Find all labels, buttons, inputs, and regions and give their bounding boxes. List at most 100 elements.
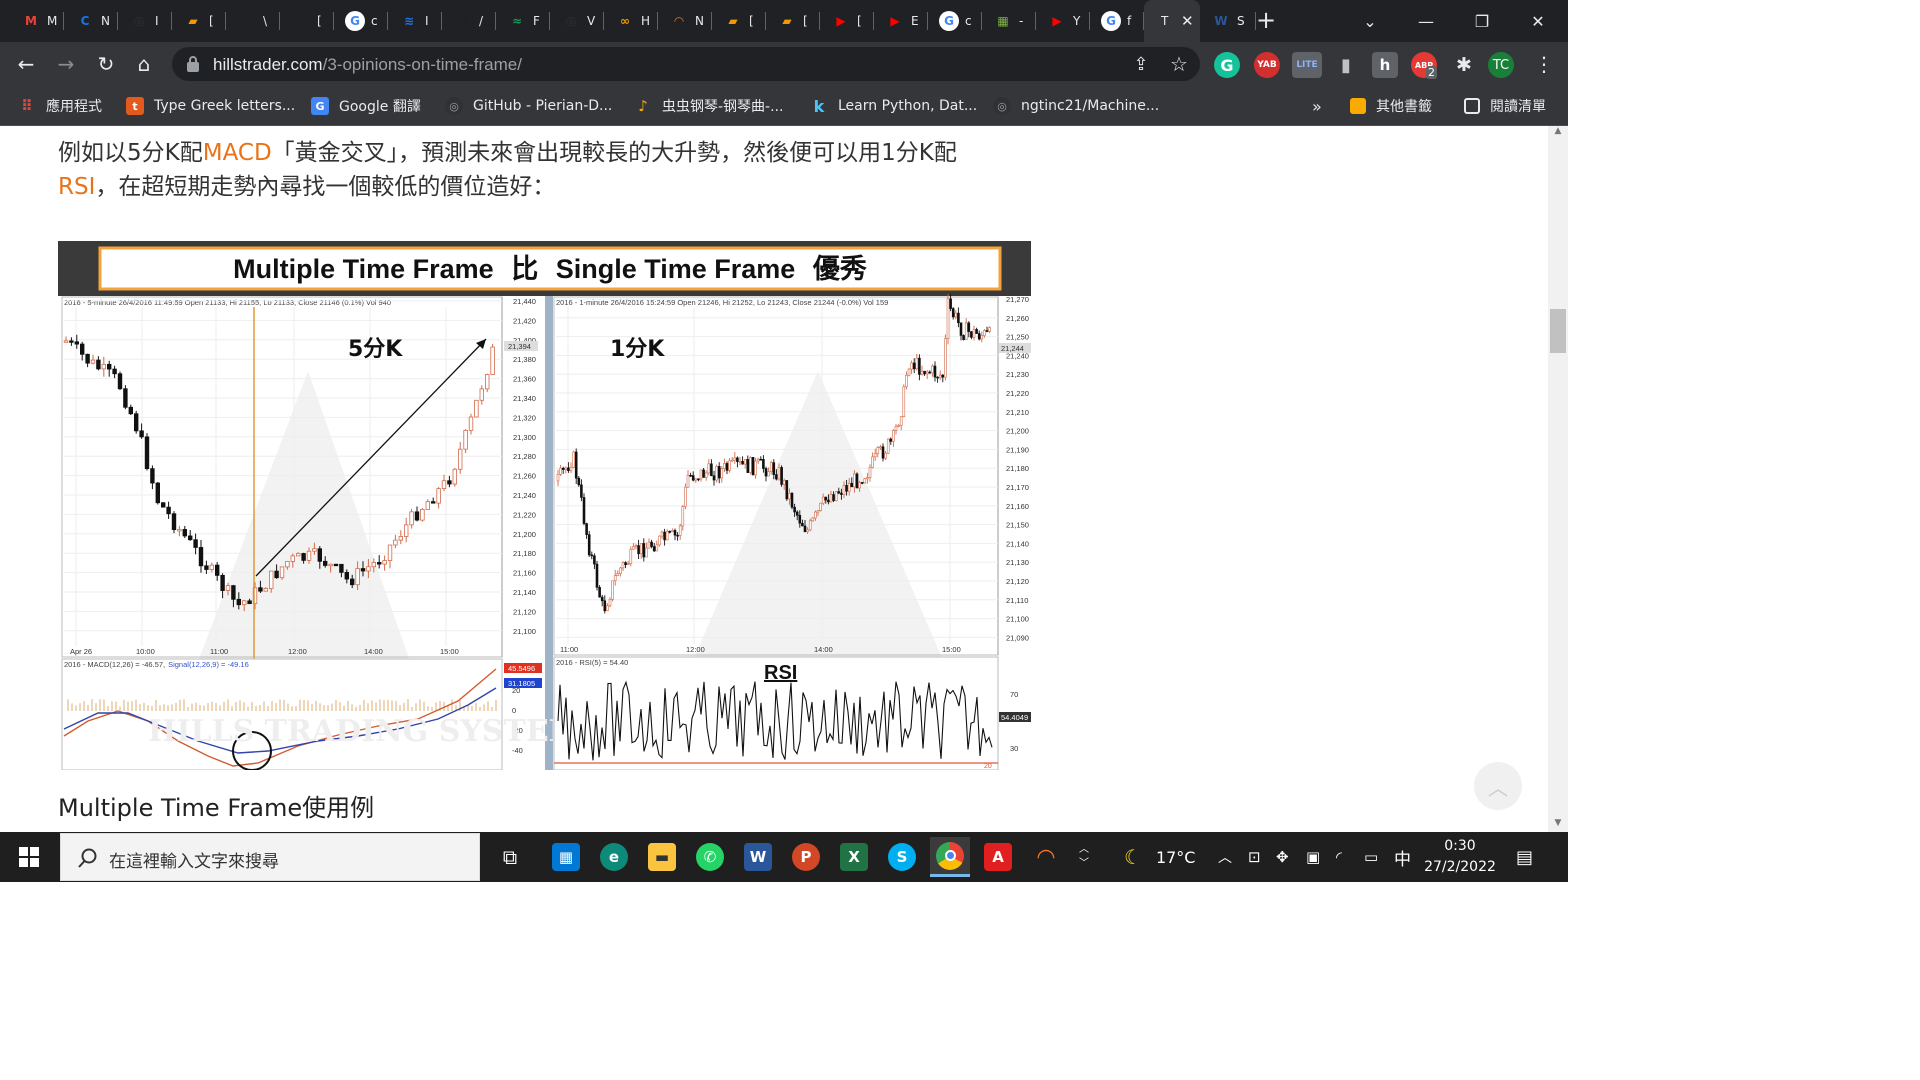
back-arrow-icon[interactable]: ← <box>17 52 35 76</box>
right-chart-header: 2016 - 1-minute 26/4/2016 15:24:59 Open … <box>556 298 888 307</box>
taskbar-skype[interactable]: S <box>882 837 922 877</box>
browser-tab[interactable]: k \ <box>226 0 280 42</box>
scrollbar-thumb[interactable] <box>1550 309 1566 353</box>
taskbar-whatsapp[interactable]: ✆ <box>690 837 730 877</box>
profile-avatar[interactable]: TC <box>1488 52 1514 78</box>
candle-body <box>650 541 653 547</box>
restore-button[interactable]: ❐ <box>1474 11 1490 31</box>
candle-body <box>746 459 750 473</box>
browser-tab[interactable]: ▶ Y <box>1036 0 1090 42</box>
close-tab-icon[interactable]: ✕ <box>1181 12 1194 30</box>
taskbar-scroll-arrows[interactable]: ︿ ﹀ <box>1079 844 1089 869</box>
share-icon[interactable]: ⇪ <box>1133 53 1149 75</box>
taskbar-store[interactable]: ▦ <box>546 837 586 877</box>
taskbar-word[interactable]: W <box>738 837 778 877</box>
browser-tab[interactable]: ▶[ <box>820 0 874 42</box>
browser-tab[interactable]: ≈ F <box>496 0 550 42</box>
browser-tab[interactable]: ▶ E <box>874 0 928 42</box>
ime-indicator[interactable]: 中 <box>1394 849 1411 870</box>
browser-tab[interactable]: ℗ / <box>442 0 496 42</box>
task-view-button[interactable]: ⧉ <box>490 837 530 877</box>
forward-arrow-icon[interactable]: → <box>57 52 75 76</box>
tab-search-chevron-icon[interactable]: ⌄ <box>1363 11 1377 31</box>
tablet-icon[interactable]: ▣ <box>1306 848 1321 866</box>
battery-icon[interactable]: ▭ <box>1364 848 1379 866</box>
taskbar-jupyter[interactable]: ◠ <box>1026 837 1066 877</box>
browser-tab[interactable]: ▰[ <box>766 0 820 42</box>
browser-tab[interactable]: ∞ H <box>604 0 658 42</box>
candle-body <box>902 386 906 418</box>
candle-body <box>436 488 441 504</box>
candle-body <box>925 371 929 375</box>
notification-icon[interactable]: ▤ <box>1516 846 1534 868</box>
macd-link[interactable]: MACD <box>202 140 272 166</box>
candle-body <box>187 535 193 541</box>
office-extension-icon[interactable]: ▮ <box>1341 54 1351 76</box>
rsi-link[interactable]: RSI <box>58 174 96 200</box>
taskbar-clock[interactable]: 0:30 27/2/2022 <box>1418 836 1502 878</box>
taskbar-acrobat[interactable]: A <box>978 837 1018 877</box>
taskbar-chrome[interactable] <box>930 837 970 877</box>
browser-tab[interactable]: ◠ N <box>658 0 712 42</box>
close-window-button[interactable]: ✕ <box>1531 11 1545 31</box>
minimize-button[interactable]: — <box>1418 11 1434 31</box>
left-chart-header: 2016 - 5-minute 26/4/2016 11:49:59 Open … <box>64 298 391 307</box>
reading-list[interactable]: 閱讀清單 <box>1464 96 1546 116</box>
taskbar-explorer[interactable]: ▬ <box>642 837 682 877</box>
svg-text:2016 - MACD(12,26) = -46.57,Si: 2016 - MACD(12,26) = -46.57, Signal(12,26… <box>64 660 249 669</box>
yab-extension-icon[interactable]: YAB <box>1254 52 1280 78</box>
browser-tab[interactable]: ▰[ <box>172 0 226 42</box>
grammarly-icon[interactable]: G <box>1214 52 1240 78</box>
bookmark-learn-python[interactable]: k Learn Python, Dat... <box>810 96 978 116</box>
bookmark-github-pierian[interactable]: ◎ GitHub - Pierian-D... <box>445 96 612 116</box>
candle-body <box>873 453 877 458</box>
browser-tab[interactable]: T ✕ <box>1144 0 1200 42</box>
weather-widget[interactable]: ☾ 17°C <box>1124 832 1195 882</box>
reload-icon[interactable]: ↻ <box>97 52 115 76</box>
bookmark-google-translate[interactable]: G Google 翻譯 <box>311 96 421 116</box>
other-bookmarks[interactable]: 其他書籤 <box>1350 96 1432 116</box>
macd-y-axis: 20 0 -20 -40 <box>512 686 523 755</box>
taskbar-edge[interactable]: e <box>594 837 634 877</box>
browser-tab[interactable]: ▰[ <box>712 0 766 42</box>
taskbar-powerpoint[interactable]: P <box>786 837 826 877</box>
page-scrollbar[interactable]: ▲ ▼ <box>1548 126 1568 832</box>
menu-kebab-icon[interactable]: ⋮ <box>1534 52 1554 76</box>
browser-tab[interactable]: ◎ V <box>550 0 604 42</box>
scroll-down-arrow-icon[interactable]: ▼ <box>1554 818 1562 828</box>
scroll-to-top-button[interactable]: ︿ <box>1474 762 1522 810</box>
scroll-up-arrow-icon[interactable]: ▲ <box>1554 126 1562 136</box>
dropbox-icon[interactable]: ✥ <box>1276 848 1289 866</box>
browser-tab[interactable]: ≋ I <box>388 0 442 42</box>
wifi-icon[interactable]: ◜ <box>1336 848 1342 866</box>
taskbar-excel[interactable]: X <box>834 837 874 877</box>
tab-title: [ <box>857 14 862 28</box>
bookmark-star-icon[interactable]: ☆ <box>1170 52 1188 76</box>
bookmark-ngtinc21[interactable]: ◎ ngtinc21/Machine... <box>993 96 1159 116</box>
home-icon[interactable]: ⌂ <box>137 52 151 76</box>
camera-icon[interactable]: ⊡ <box>1248 848 1261 866</box>
extensions-puzzle-icon[interactable]: ✱ <box>1456 54 1472 76</box>
taskbar-search-box[interactable]: 在這裡輸入文字來搜尋 <box>60 833 480 881</box>
bookmark-type-greek[interactable]: t Type Greek letters... <box>126 96 295 116</box>
browser-tab[interactable]: ◉[ <box>280 0 334 42</box>
lite-extension-icon[interactable]: LITE <box>1292 52 1322 78</box>
h-extension-icon[interactable]: h <box>1372 52 1398 78</box>
bookmark-piano[interactable]: ♪ 虫虫钢琴-钢琴曲-... <box>634 96 783 116</box>
browser-tab[interactable]: ◎ I <box>118 0 172 42</box>
show-hidden-icons-button[interactable]: ︿ <box>1218 850 1232 866</box>
right-y-tick: 21,150 <box>1006 521 1029 530</box>
start-button[interactable] <box>0 832 58 882</box>
bookmark-apps[interactable]: ⠿ 應用程式 <box>18 96 102 116</box>
address-bar[interactable]: hillstrader.com/3-opinions-on-time-frame… <box>172 47 1200 81</box>
new-tab-button[interactable]: + <box>1255 6 1277 34</box>
bookmarks-overflow-button[interactable]: » <box>1312 96 1322 116</box>
browser-tab[interactable]: ▦ - <box>982 0 1036 42</box>
candle-body <box>134 413 139 432</box>
